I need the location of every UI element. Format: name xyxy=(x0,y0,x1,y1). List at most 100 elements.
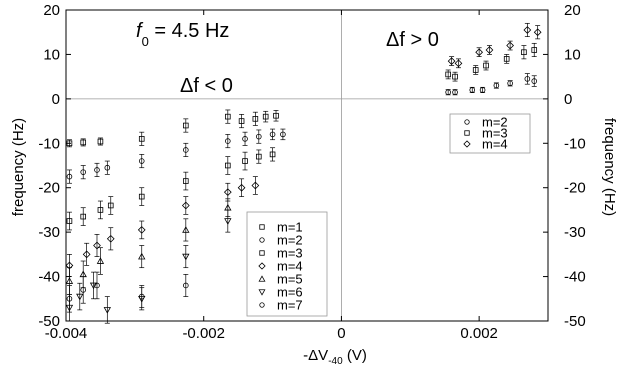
data-point xyxy=(475,48,484,57)
series-6 xyxy=(65,209,232,324)
data-point xyxy=(251,181,260,190)
data-point xyxy=(225,113,231,120)
data-point xyxy=(76,293,84,301)
data-point xyxy=(182,226,190,233)
data-point xyxy=(65,277,74,284)
y-tick-label-left: -10 xyxy=(38,135,60,152)
data-point xyxy=(493,82,500,89)
y-tick-label-right: -10 xyxy=(564,135,586,152)
y-tick-label-left: 20 xyxy=(43,2,60,19)
data-point xyxy=(97,207,104,213)
data-point xyxy=(80,139,87,146)
data-point xyxy=(138,158,145,164)
data-point xyxy=(445,89,451,95)
series-2 xyxy=(66,73,538,184)
f0-subscript: 0 xyxy=(142,34,149,49)
legend-label: m=6 xyxy=(277,285,303,300)
f0-value: = 4.5 Hz xyxy=(149,20,230,42)
zero-lines xyxy=(66,10,548,321)
legend-label: m=4 xyxy=(277,259,303,274)
x-tick-label: -0.004 xyxy=(45,325,88,342)
y-tick-label-right: -50 xyxy=(564,313,586,330)
data-point xyxy=(533,28,542,37)
data-point xyxy=(138,136,145,142)
data-point xyxy=(138,193,145,200)
data-point xyxy=(82,250,91,259)
series-3 xyxy=(66,42,538,231)
data-point xyxy=(255,133,262,140)
legend-marker xyxy=(258,262,266,270)
legend-positive-frame xyxy=(449,113,531,154)
data-point xyxy=(273,112,279,119)
y-tick-label-left: -40 xyxy=(38,269,60,286)
x-tick-label: 0 xyxy=(337,325,345,342)
legend-label: m=5 xyxy=(277,272,303,287)
data-point xyxy=(503,56,510,62)
data-point xyxy=(138,293,145,300)
data-point xyxy=(531,78,538,84)
y-axis-title-right: frequency (Hz) xyxy=(601,118,617,216)
data-point xyxy=(223,188,232,197)
legend-label: m=7 xyxy=(277,298,303,313)
data-point xyxy=(242,136,248,142)
legend-positive: m=2m=3m=4 xyxy=(449,113,531,154)
legend-marker xyxy=(464,130,470,136)
x-axis-title: -ΔV-40 (V) xyxy=(303,347,367,367)
data-layer xyxy=(65,22,542,324)
y-tick-label-left: 0 xyxy=(52,91,60,108)
legend-label: m=2 xyxy=(482,115,508,130)
data-point xyxy=(138,252,146,260)
data-point xyxy=(96,257,105,264)
data-point xyxy=(521,49,527,56)
legend-label: m=3 xyxy=(482,126,508,141)
data-point xyxy=(445,71,451,78)
data-point xyxy=(183,147,189,153)
y-tick-label-right: 10 xyxy=(564,46,581,63)
data-point xyxy=(94,282,100,289)
plot-frame xyxy=(65,9,549,322)
f0-symbol: f xyxy=(136,20,144,42)
data-point xyxy=(80,287,87,293)
data-point xyxy=(469,87,476,93)
data-point xyxy=(93,241,101,250)
data-point xyxy=(104,164,111,171)
data-point xyxy=(66,173,73,180)
data-point xyxy=(225,138,231,144)
data-point xyxy=(452,89,458,95)
x-axis-title-subscript: -40 xyxy=(328,356,343,367)
y-axis-title-left: frequency (Hz) xyxy=(10,118,27,216)
y-tick-label-left: -50 xyxy=(38,313,60,330)
legend-negative: m=1m=2m=3m=4m=5m=6m=7 xyxy=(246,211,328,317)
legend-marker xyxy=(259,237,265,243)
y-tick-label-right: 0 xyxy=(564,91,572,108)
x-axis-title-unit: (V) xyxy=(343,347,367,364)
data-point xyxy=(507,80,513,87)
data-point xyxy=(506,41,514,50)
y-tick-label-right: 20 xyxy=(564,2,581,19)
data-point xyxy=(452,73,458,80)
data-point xyxy=(237,183,246,192)
delta-f-positive-label: Δf > 0 xyxy=(386,29,439,51)
legend-marker xyxy=(258,289,266,296)
f0-annotation: f0 = 4.5 Hz xyxy=(136,20,229,49)
legend-label: m=2 xyxy=(277,233,303,248)
x-axis-title-main: -ΔV xyxy=(303,347,328,364)
series-7 xyxy=(66,271,189,313)
legend-marker xyxy=(463,140,471,148)
data-point xyxy=(181,201,190,210)
y-tick-label-left: -20 xyxy=(38,180,60,197)
series-5 xyxy=(65,198,232,295)
data-point xyxy=(80,169,87,175)
data-point xyxy=(523,26,532,34)
data-point xyxy=(242,158,248,164)
data-point xyxy=(255,153,262,160)
data-point xyxy=(183,178,189,184)
data-point xyxy=(182,253,190,261)
data-point xyxy=(269,151,276,158)
ticks: 20 20 10 10 0 0 -10 -10 -20 -20 -30 -30 -40 -40 -50 -50… xyxy=(38,2,585,342)
data-point xyxy=(66,218,73,224)
data-point xyxy=(483,62,489,69)
legend-marker xyxy=(464,119,470,125)
data-point xyxy=(524,76,531,82)
data-point xyxy=(262,113,269,120)
